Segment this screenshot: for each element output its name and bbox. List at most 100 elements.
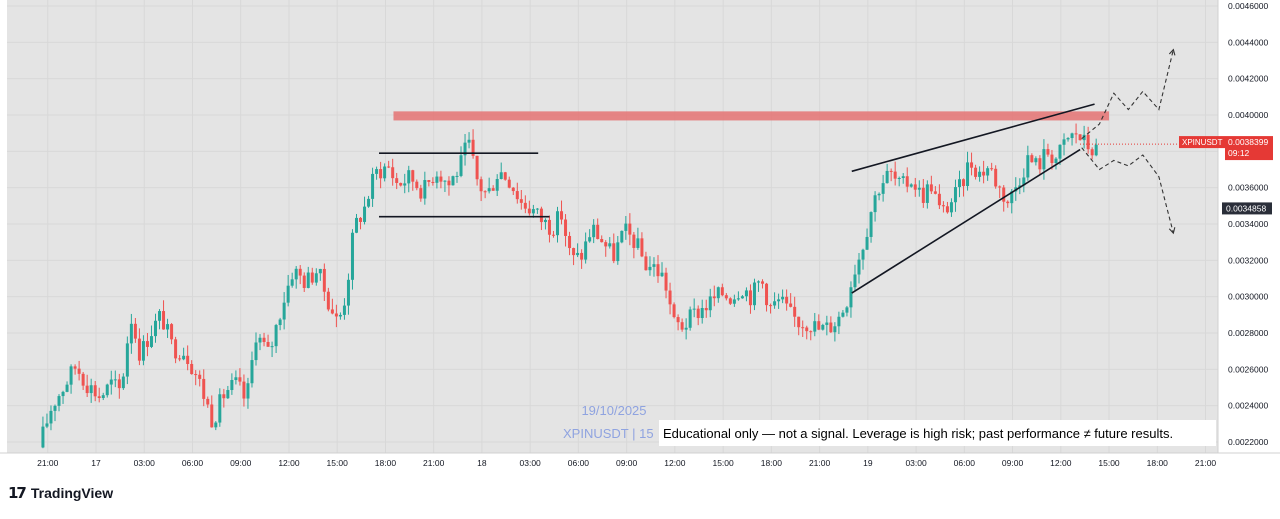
candle-up [407,170,411,184]
candle-up [346,279,350,306]
candle-up [371,173,375,199]
watermark-date: 19/10/2025 [581,403,646,418]
candle-down [431,181,435,183]
candle-up [692,308,696,310]
candle-up [869,212,873,237]
candle-up [69,366,73,385]
candle-up [897,178,901,180]
candle-down [1038,158,1042,170]
candle-down [479,179,483,192]
candle-down [77,368,81,374]
tradingview-logo[interactable]: 17 TradingView [8,484,113,502]
y-tick-label: 0.0022000 [1228,437,1268,447]
candle-up [286,285,290,303]
candle-down [190,363,194,375]
candle-down [789,303,793,307]
candle-up [423,180,427,199]
candle-down [194,374,198,376]
candle-up [825,322,829,325]
candle-down [580,252,584,260]
last-price-bg [1225,136,1273,161]
candle-up [1054,158,1058,163]
candle-down [785,296,789,304]
candle-up [57,396,61,406]
projection-down-arrow [1168,227,1176,235]
candle-down [817,321,821,330]
candle-up [230,380,234,391]
candle-up [129,323,133,344]
candle-up [113,379,117,381]
candle-down [644,256,648,271]
candle-down [801,327,805,329]
candle-up [584,241,588,260]
candle-up [463,142,467,156]
candle-down [664,272,668,291]
candle-up [744,290,748,297]
candle-up [978,171,982,177]
candle-up [1026,155,1030,178]
y-tick-label: 0.0030000 [1228,292,1268,302]
candle-up [1022,177,1026,186]
candle-up [338,314,342,317]
candle-up [254,342,258,361]
y-tick-label: 0.0034000 [1228,219,1268,229]
x-tick-label: 06:00 [568,458,590,468]
candle-up [592,224,596,238]
x-tick-label: 09:00 [230,458,252,468]
x-tick-label: 21:00 [37,458,59,468]
candle-up [700,307,704,319]
candle-up [363,206,367,222]
candle-down [178,358,182,360]
candle-up [1058,144,1062,159]
candle-down [793,306,797,317]
candle-down [471,139,475,156]
candle-down [511,187,515,192]
candle-down [539,208,543,223]
candle-down [137,338,141,361]
y-tick-label: 0.0044000 [1228,37,1268,47]
candle-down [475,155,479,180]
candle-up [342,305,346,315]
y-tick-label: 0.0024000 [1228,401,1268,411]
candle-down [600,238,604,243]
candle-up [459,155,463,176]
candle-up [624,223,628,231]
x-tick-label: 06:00 [182,458,204,468]
candle-down [704,307,708,311]
candle-up [141,341,145,361]
candle-up [105,384,109,396]
candle-up [1066,138,1070,140]
candle-up [821,324,825,330]
candle-down [93,385,97,397]
candle-up [648,266,652,271]
candle-down [1090,149,1094,156]
candle-up [53,405,57,411]
candle-up [282,302,286,320]
candle-up [849,287,853,308]
x-tick-label: 18:00 [1147,458,1169,468]
candle-down [680,322,684,330]
candle-down [720,287,724,296]
x-tick-label: 15:00 [712,458,734,468]
candle-down [81,373,85,386]
y-tick-label: 0.0026000 [1228,364,1268,374]
candle-down [439,176,443,182]
candle-up [877,193,881,196]
candle-down [419,188,423,199]
price-axis-bg [1218,0,1280,453]
candle-up [61,391,65,397]
candle-up [455,175,459,177]
x-tick-label: 18 [477,458,487,468]
candle-down [186,355,190,364]
y-tick-label: 0.0036000 [1228,183,1268,193]
candle-down [551,234,555,236]
candle-down [206,398,210,405]
marker-price-value: 0.0034858 [1226,203,1266,213]
candle-down [596,224,600,239]
candle-down [427,180,431,182]
candle-down [85,385,89,394]
candle-down [411,170,415,182]
candle-up [109,379,113,385]
